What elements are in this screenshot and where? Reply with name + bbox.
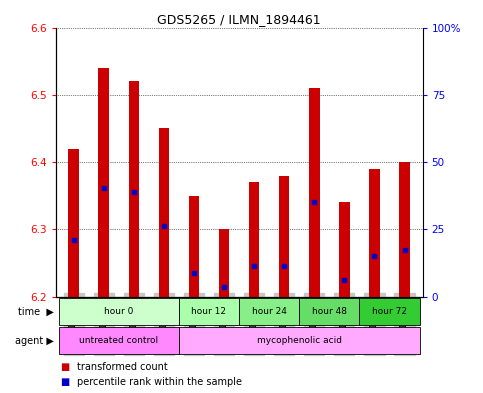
Text: hour 12: hour 12 xyxy=(191,307,227,316)
Bar xyxy=(369,169,380,297)
Bar xyxy=(99,68,109,297)
Text: time  ▶: time ▶ xyxy=(18,307,55,316)
Bar xyxy=(128,81,139,297)
Text: hour 24: hour 24 xyxy=(252,307,286,316)
Bar xyxy=(359,298,420,325)
Text: mycophenolic acid: mycophenolic acid xyxy=(257,336,342,345)
Bar xyxy=(179,298,239,325)
Bar xyxy=(58,327,179,354)
Bar xyxy=(339,202,350,297)
Text: ■: ■ xyxy=(60,377,70,387)
Text: agent ▶: agent ▶ xyxy=(15,336,55,346)
Bar xyxy=(399,162,410,297)
Text: transformed count: transformed count xyxy=(77,362,168,372)
Bar xyxy=(58,298,179,325)
Bar xyxy=(299,298,359,325)
Bar xyxy=(239,298,299,325)
Bar xyxy=(68,149,79,297)
Text: ■: ■ xyxy=(60,362,70,372)
Title: GDS5265 / ILMN_1894461: GDS5265 / ILMN_1894461 xyxy=(157,13,321,26)
Bar xyxy=(219,230,229,297)
Bar xyxy=(179,327,420,354)
Bar xyxy=(279,176,289,297)
Bar xyxy=(309,88,320,297)
Text: hour 48: hour 48 xyxy=(312,307,347,316)
Text: hour 0: hour 0 xyxy=(104,307,133,316)
Text: hour 72: hour 72 xyxy=(372,307,407,316)
Text: untreated control: untreated control xyxy=(79,336,158,345)
Bar xyxy=(189,196,199,297)
Bar xyxy=(249,182,259,297)
Text: percentile rank within the sample: percentile rank within the sample xyxy=(77,377,242,387)
Bar xyxy=(158,129,169,297)
